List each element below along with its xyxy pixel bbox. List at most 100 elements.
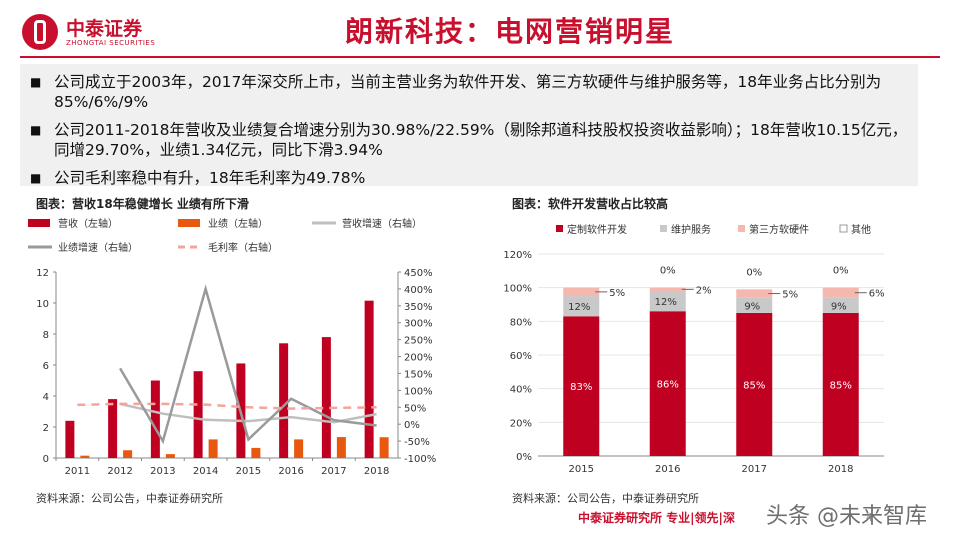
profit-bar bbox=[80, 455, 90, 458]
data-label: 9% bbox=[744, 301, 760, 312]
right-chart-caption: 图表：软件开发营收占比较高 bbox=[512, 197, 669, 211]
x-tick-label: 2018 bbox=[828, 464, 853, 475]
revenue-mix-chart: 定制软件开发 维护服务 第三方软硬件 其他 0% 20% 40% 60% 80% 100% 120%… bbox=[503, 223, 885, 475]
x-tick-label: 2014 bbox=[193, 466, 218, 477]
y-tick-label-left: 6 bbox=[43, 361, 49, 372]
legend-label: 业绩增速（右轴） bbox=[58, 241, 138, 254]
footer-brand: 中泰证券研究所 专业|领先|深 bbox=[578, 511, 735, 525]
y-tick-label-right: 0% bbox=[404, 420, 420, 431]
x-tick-label: 2011 bbox=[65, 466, 90, 477]
y-tick-label-left: 8 bbox=[43, 330, 49, 341]
left-chart-source: 资料来源：公司公告，中泰证券研究所 bbox=[36, 492, 223, 505]
revenue-bar bbox=[193, 371, 203, 458]
y-tick-label-left: 10 bbox=[36, 299, 49, 310]
bullet-text: 公司成立于2003年，2017年深交所上市，当前主营业务为软件开发、第三方软硬件… bbox=[54, 73, 882, 111]
x-tick-label: 2016 bbox=[655, 464, 680, 475]
y-tick-label: 20% bbox=[510, 418, 532, 429]
title-divider bbox=[20, 56, 940, 58]
y-tick-label-left: 12 bbox=[36, 268, 49, 279]
y-tick-label-left: 0 bbox=[43, 454, 49, 465]
data-label: 0% bbox=[833, 266, 849, 277]
y-tick-label: 120% bbox=[503, 250, 532, 261]
logo-name-cn: 中泰证券 bbox=[66, 18, 143, 40]
data-label: 0% bbox=[746, 267, 762, 278]
data-label: 0% bbox=[660, 266, 676, 277]
y-tick-label-right: 300% bbox=[404, 319, 433, 330]
stacked-bar-segment bbox=[736, 312, 773, 456]
x-tick-label: 2015 bbox=[236, 466, 261, 477]
data-label: 85% bbox=[830, 380, 852, 391]
y-tick-label-right: 350% bbox=[404, 302, 433, 313]
stacked-bar-segment bbox=[563, 296, 600, 317]
revenue-profit-chart: 营收（左轴） 业绩（左轴） 营收增速（右轴） 业绩增速（右轴） 毛利率（右轴） 0 2 4 6 8… bbox=[28, 217, 436, 477]
profit-bar bbox=[165, 454, 175, 458]
page-title: 朗新科技：电网营销明星 bbox=[344, 15, 675, 48]
legend-swatch bbox=[556, 225, 563, 232]
y-tick-label: 100% bbox=[503, 284, 532, 295]
y-tick-label: 60% bbox=[510, 351, 532, 362]
bullet-square-icon: ■ bbox=[30, 123, 42, 137]
data-label: 5% bbox=[609, 288, 625, 299]
legend-label: 维护服务 bbox=[671, 223, 711, 236]
stacked-bar-segment bbox=[563, 287, 600, 297]
legend-label: 定制软件开发 bbox=[567, 223, 627, 236]
legend-label: 营收（左轴） bbox=[58, 217, 118, 230]
logo-mark-icon bbox=[22, 14, 58, 50]
logo-name-en: ZHONGTAI SECURITIES bbox=[66, 39, 156, 47]
profit-bar bbox=[123, 450, 133, 458]
x-tick-label: 2013 bbox=[150, 466, 175, 477]
legend-swatch bbox=[178, 219, 200, 227]
legend-swatch bbox=[839, 224, 848, 233]
data-label: 12% bbox=[568, 302, 590, 313]
profit-bar bbox=[294, 439, 304, 458]
x-tick-label: 2015 bbox=[569, 464, 594, 475]
x-tick-label: 2018 bbox=[364, 466, 389, 477]
y-tick-label-left: 4 bbox=[43, 392, 49, 403]
left-chart-caption: 图表：营收18年稳健增长 业绩有所下滑 bbox=[36, 197, 249, 211]
y-tick-label-right: 450% bbox=[404, 268, 433, 279]
y-tick-label-right: 100% bbox=[404, 386, 433, 397]
stacked-bar-segment bbox=[822, 312, 859, 456]
legend-label: 其他 bbox=[851, 223, 871, 236]
legend-label: 毛利率（右轴） bbox=[208, 241, 278, 254]
y-tick-label-right: 50% bbox=[404, 403, 426, 414]
stacked-bar-segment bbox=[736, 297, 773, 313]
y-tick-label-right: 400% bbox=[404, 285, 433, 296]
profit-bar bbox=[336, 437, 346, 458]
y-tick-label: 0% bbox=[516, 452, 532, 463]
legend-label: 营收增速（右轴） bbox=[342, 217, 422, 230]
revenue-bar bbox=[108, 399, 118, 458]
data-label: 85% bbox=[743, 380, 765, 391]
company-logo: 中泰证券 ZHONGTAI SECURITIES bbox=[22, 10, 156, 54]
legend-swatch bbox=[660, 225, 667, 232]
bullet-text: 公司2011-2018年营收及业绩复合增速分别为30.98%/22.59%（剔除… bbox=[54, 121, 908, 159]
stacked-bar-segment bbox=[822, 297, 859, 313]
bullet-square-icon: ■ bbox=[30, 75, 42, 89]
y-tick-label-right: 200% bbox=[404, 353, 433, 364]
bullet-square-icon: ■ bbox=[30, 171, 42, 185]
legend-label: 业绩（左轴） bbox=[208, 217, 268, 230]
revenue-bar bbox=[364, 300, 374, 458]
y-tick-label-left: 2 bbox=[43, 423, 49, 434]
data-label: 83% bbox=[570, 382, 592, 393]
data-label: 12% bbox=[655, 297, 677, 308]
y-tick-label-right: -50% bbox=[404, 437, 430, 448]
data-label: 6% bbox=[869, 289, 885, 300]
bullet-text: 公司毛利率稳中有升，18年毛利率为49.78% bbox=[54, 169, 366, 187]
y-tick-label: 80% bbox=[510, 317, 532, 328]
y-tick-label-right: 250% bbox=[404, 336, 433, 347]
stacked-bar-segment bbox=[822, 287, 859, 298]
x-tick-label: 2017 bbox=[321, 466, 346, 477]
revenue-bar bbox=[150, 380, 160, 458]
gross-margin-line bbox=[77, 402, 377, 410]
x-tick-label: 2012 bbox=[107, 466, 132, 477]
data-label: 9% bbox=[831, 301, 847, 312]
legend-swatch bbox=[28, 219, 50, 227]
stacked-bar-segment bbox=[649, 311, 686, 456]
stacked-bar-segment bbox=[563, 316, 600, 456]
profit-bar bbox=[379, 437, 389, 458]
stacked-bar-segment bbox=[649, 291, 686, 312]
watermark: 头条 @未来智库 bbox=[766, 504, 927, 529]
revenue-bar bbox=[279, 343, 289, 458]
revenue-growth-line bbox=[119, 402, 377, 424]
